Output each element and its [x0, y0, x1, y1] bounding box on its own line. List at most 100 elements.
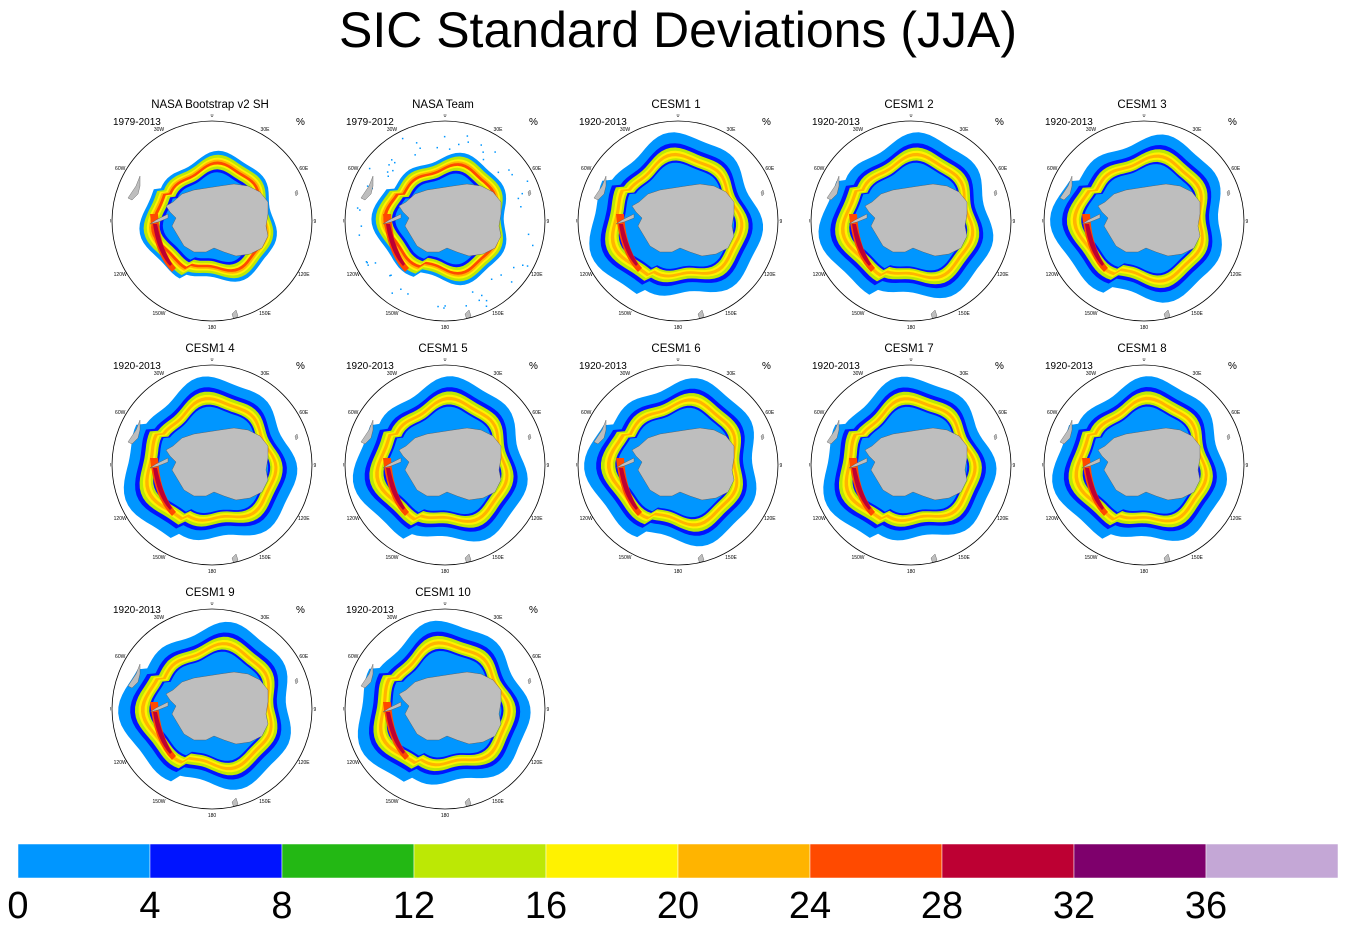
longitude-label: 120E — [997, 272, 1009, 278]
longitude-label: 60E — [998, 410, 1008, 416]
panel-period: 1920-2013 — [579, 361, 627, 372]
panel-units: % — [529, 361, 538, 372]
sic-contour — [852, 224, 871, 266]
sic-speck — [392, 169, 394, 172]
longitude-label: 120W — [347, 516, 360, 522]
colorbar-bin — [1073, 843, 1207, 879]
sic-speck — [419, 147, 421, 149]
longitude-label: 60W — [115, 166, 126, 172]
longitude-label: 150W — [152, 555, 165, 561]
sic-speck — [390, 274, 392, 276]
longitude-label: 150E — [725, 311, 737, 317]
antarctica-land — [631, 427, 735, 501]
sic-speck — [436, 146, 438, 149]
sic-speck — [482, 151, 484, 153]
map-boundary — [344, 608, 546, 810]
sic-speck — [481, 294, 483, 297]
island-land — [1226, 189, 1231, 197]
sic-contour — [1085, 468, 1104, 510]
longitude-label: 60W — [1047, 166, 1058, 172]
longitude-label: 60E — [299, 166, 309, 172]
polar-map: 0 30E 60E 90E 120E 150E 180 150W 120W 90W 60W 30W — [576, 358, 782, 575]
longitude-label: 180 — [674, 325, 683, 331]
antarctica-land — [165, 671, 269, 745]
panel-title: CESM1 8 — [1117, 343, 1167, 355]
south-america-land — [593, 419, 607, 445]
map-panel: CESM1 4 1920-2013% 0 30E 60E 90E 120E 150E 180 15… — [110, 342, 343, 587]
longitude-label: 30E — [1193, 371, 1203, 377]
sic-speck — [437, 305, 439, 308]
peninsula-land — [848, 457, 868, 469]
sic-speck — [358, 234, 361, 236]
longitude-label: 120E — [1230, 516, 1242, 522]
longitude-label: 150E — [492, 799, 504, 805]
sic-speck — [482, 158, 485, 161]
longitude-label: 60E — [532, 410, 542, 416]
polar-map: 0 30E 60E 90E 120E 150E 180 150W 120W 90W 60W 30W — [1042, 358, 1248, 575]
polar-map: 0 30E 60E 90E 120E 150E 180 150W 120W 90W 60W 30W — [809, 114, 1015, 331]
panel-units: % — [995, 361, 1004, 372]
island-land — [527, 677, 532, 685]
peninsula-land — [615, 457, 635, 469]
longitude-label: 30E — [261, 371, 271, 377]
longitude-label: 30E — [727, 371, 737, 377]
longitude-label: 150W — [385, 555, 398, 561]
map-boundary — [111, 608, 313, 810]
map-boundary — [1043, 120, 1245, 322]
longitude-label: 120W — [1046, 272, 1059, 278]
longitude-label: 60E — [765, 166, 775, 172]
longitude-label: 0 — [444, 358, 447, 363]
longitude-label: 90E — [547, 219, 549, 225]
longitude-label: 180 — [441, 569, 450, 575]
sic-speck — [407, 293, 409, 295]
panel-title: CESM1 1 — [651, 99, 701, 111]
longitude-label: 90W — [110, 463, 111, 469]
longitude-label: 120E — [298, 760, 310, 766]
sic-speck — [365, 261, 368, 263]
longitude-label: 120W — [114, 272, 127, 278]
panel-period: 1979-2013 — [113, 117, 161, 128]
sic-speck — [359, 209, 361, 211]
longitude-label: 90E — [780, 463, 782, 469]
south-america-land — [593, 175, 607, 201]
longitude-label: 90W — [110, 219, 111, 225]
panel-units: % — [995, 117, 1004, 128]
longitude-label: 150E — [492, 555, 504, 561]
panel-units: % — [1228, 361, 1237, 372]
south-america-land — [1059, 419, 1073, 445]
sic-speck — [494, 151, 496, 153]
longitude-label: 60E — [1231, 166, 1241, 172]
longitude-label: 120W — [347, 272, 360, 278]
longitude-label: 30E — [727, 127, 737, 133]
longitude-label: 180 — [208, 325, 217, 331]
map-panel: CESM1 7 1920-2013% 0 30E 60E 90E 120E 150E 180 15… — [809, 342, 1042, 587]
longitude-label: 90W — [1042, 219, 1043, 225]
sic-speck — [522, 264, 524, 266]
polar-map: 0 30E 60E 90E 120E 150E 180 150W 120W 90W 60W 30W — [809, 358, 1015, 575]
sic-contour — [386, 468, 405, 510]
sic-speck — [443, 135, 446, 138]
longitude-label: 30E — [960, 371, 970, 377]
sic-speck — [526, 265, 529, 267]
antarctica-land — [864, 183, 968, 257]
longitude-label: 150E — [958, 311, 970, 317]
south-america-land — [360, 663, 374, 689]
longitude-label: 60W — [115, 410, 126, 416]
longitude-label: 60E — [1231, 410, 1241, 416]
longitude-label: 30W — [1086, 127, 1097, 133]
figure-title: SIC Standard Deviations (JJA) — [338, 2, 1018, 58]
longitude-label: 150E — [492, 311, 504, 317]
island-land — [527, 433, 532, 441]
longitude-label: 0 — [1143, 358, 1146, 363]
panel-period: 1920-2013 — [1045, 361, 1093, 372]
colorbar-tick-label: 36 — [1185, 885, 1227, 926]
longitude-label: 30W — [387, 371, 398, 377]
longitude-label: 30W — [154, 127, 165, 133]
longitude-label: 120E — [531, 272, 543, 278]
longitude-label: 180 — [208, 569, 217, 575]
longitude-label: 180 — [1140, 325, 1149, 331]
antarctica-land — [1097, 427, 1201, 501]
longitude-label: 0 — [211, 358, 214, 363]
sic-speck — [389, 274, 391, 277]
longitude-label: 120E — [997, 516, 1009, 522]
